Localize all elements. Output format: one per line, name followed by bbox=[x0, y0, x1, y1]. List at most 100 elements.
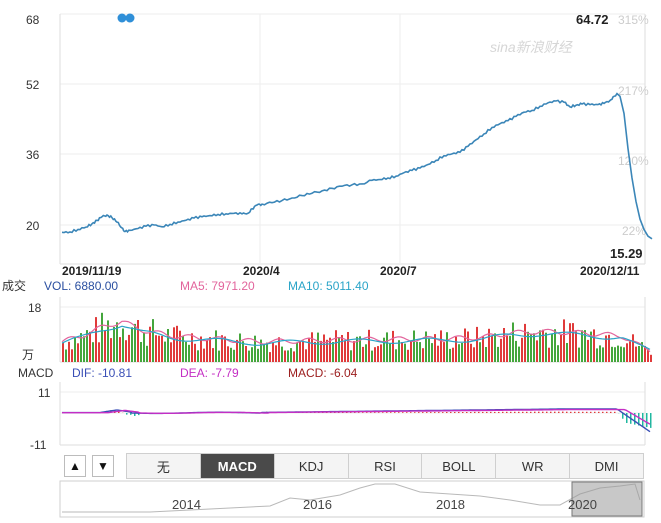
macd-bar bbox=[442, 412, 444, 413]
volume-bar bbox=[152, 319, 154, 362]
volume-bar bbox=[191, 333, 193, 362]
volume-bar bbox=[299, 340, 301, 362]
macd-bar bbox=[522, 411, 524, 413]
macd-bar bbox=[374, 412, 376, 413]
macd-bar bbox=[490, 411, 492, 413]
volume-bar bbox=[62, 342, 64, 362]
volume-bar bbox=[122, 328, 124, 362]
tab-wr[interactable]: WR bbox=[496, 454, 571, 478]
percent-tick: 217% bbox=[618, 84, 649, 98]
macd-bar bbox=[566, 411, 568, 413]
volume-bar bbox=[248, 350, 250, 362]
indicator-dots[interactable] bbox=[117, 13, 135, 23]
volume-bar bbox=[593, 329, 595, 362]
volume-bar bbox=[128, 334, 130, 362]
x-tick-label: 2019/11/19 bbox=[62, 264, 122, 278]
volume-bar bbox=[572, 323, 574, 362]
scroll-down-button[interactable]: ▼ bbox=[92, 455, 114, 477]
macd-bar bbox=[386, 412, 388, 413]
dea-line bbox=[62, 408, 651, 425]
volume-bar bbox=[599, 345, 601, 362]
volume-bar bbox=[644, 346, 646, 362]
macd-bar bbox=[138, 413, 140, 416]
volume-bar bbox=[581, 330, 583, 362]
volume-bar bbox=[326, 339, 328, 362]
volume-bar bbox=[80, 333, 82, 362]
volume-bar bbox=[518, 346, 520, 362]
macd-bar bbox=[134, 413, 136, 416]
volume-bar bbox=[461, 343, 463, 362]
volume-bars bbox=[62, 312, 652, 362]
x-tick-label: 2020/12/11 bbox=[580, 264, 640, 278]
x-tick-label: 2020/7 bbox=[380, 264, 417, 278]
volume-bar bbox=[446, 332, 448, 362]
volume-bar bbox=[257, 348, 259, 362]
tab-boll[interactable]: BOLL bbox=[422, 454, 497, 478]
volume-bar bbox=[314, 341, 316, 362]
macd-bar bbox=[646, 413, 648, 428]
navigator-selection[interactable] bbox=[571, 481, 643, 517]
volume-bar bbox=[557, 345, 559, 362]
macd-bar bbox=[358, 412, 360, 413]
macd-bar bbox=[366, 412, 368, 413]
legend-macd: MACD: -6.04 bbox=[288, 366, 358, 380]
volume-bar bbox=[500, 338, 502, 362]
price-y-tick: 20 bbox=[26, 219, 40, 233]
macd-bar bbox=[594, 411, 596, 413]
scroll-up-button[interactable]: ▲ bbox=[64, 455, 86, 477]
volume-bar bbox=[569, 323, 571, 362]
volume-bar bbox=[587, 339, 589, 362]
macd-bar bbox=[554, 411, 556, 413]
volume-bar bbox=[140, 342, 142, 362]
macd-bar bbox=[514, 411, 516, 413]
macd-bar bbox=[538, 411, 540, 413]
volume-bar bbox=[203, 348, 205, 362]
macd-bar bbox=[446, 412, 448, 413]
price-right-axis: 315% 217% 120% 22% bbox=[618, 13, 649, 238]
macd-bar bbox=[614, 411, 616, 413]
macd-bar bbox=[466, 412, 468, 413]
volume-bar bbox=[332, 342, 334, 362]
price-y-tick: 52 bbox=[26, 78, 40, 92]
tab-kdj[interactable]: KDJ bbox=[275, 454, 349, 478]
volume-bar bbox=[485, 347, 487, 362]
tab-dmi[interactable]: DMI bbox=[594, 458, 619, 474]
volume-bar bbox=[323, 334, 325, 362]
volume-bar bbox=[182, 335, 184, 362]
volume-bar bbox=[278, 337, 280, 362]
volume-bar bbox=[506, 336, 508, 362]
volume-bar bbox=[146, 345, 148, 362]
volume-bar bbox=[419, 342, 421, 362]
volume-panel-title: 成交 bbox=[2, 278, 26, 293]
volume-bar bbox=[635, 346, 637, 362]
legend-ma5: MA5: 7971.20 bbox=[180, 279, 255, 293]
macd-bar bbox=[434, 412, 436, 413]
volume-bar bbox=[449, 348, 451, 362]
volume-bar bbox=[221, 335, 223, 362]
volume-bar bbox=[266, 342, 268, 362]
indicator-dot bbox=[125, 13, 135, 23]
macd-bar bbox=[422, 412, 424, 413]
volume-bar bbox=[632, 334, 634, 362]
volume-bar bbox=[596, 348, 598, 362]
volume-bar bbox=[383, 337, 385, 362]
volume-bar bbox=[275, 345, 277, 362]
macd-bar bbox=[506, 411, 508, 413]
tab-macd[interactable]: MACD bbox=[200, 454, 275, 478]
volume-bar bbox=[437, 345, 439, 362]
volume-bar bbox=[269, 352, 271, 362]
volume-bar bbox=[95, 317, 97, 362]
volume-bar bbox=[605, 335, 607, 362]
indicator-tabs: 无 MACD KDJ RSI BOLL WR DMI bbox=[126, 453, 644, 479]
volume-bar bbox=[290, 348, 292, 362]
volume-bar bbox=[158, 335, 160, 362]
volume-bar bbox=[296, 342, 298, 362]
volume-bar bbox=[521, 337, 523, 362]
volume-bar bbox=[176, 325, 178, 362]
macd-bar bbox=[590, 411, 592, 413]
volume-bar bbox=[617, 345, 619, 362]
tab-rsi[interactable]: RSI bbox=[349, 454, 423, 478]
volume-bar bbox=[473, 347, 475, 362]
tab-none[interactable]: 无 bbox=[127, 454, 201, 478]
down-arrow-icon: ▼ bbox=[97, 459, 109, 473]
